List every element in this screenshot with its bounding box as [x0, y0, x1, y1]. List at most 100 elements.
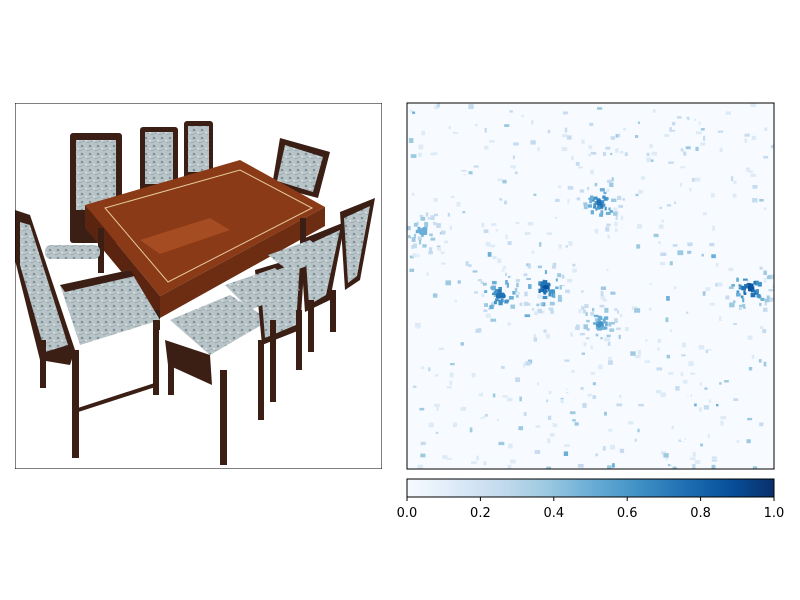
heatmap-cell	[474, 123, 478, 127]
heatmap-cell	[667, 464, 673, 467]
heatmap-cell	[579, 189, 585, 193]
heatmap-cell	[747, 335, 753, 340]
heatmap-cell	[554, 216, 558, 219]
heatmap-cell	[547, 438, 551, 444]
hotspot-lower-center	[575, 298, 629, 350]
heatmap-cell	[694, 245, 700, 249]
heatmap-cell	[699, 382, 703, 386]
heatmap-cell	[467, 264, 472, 268]
heatmap-cell	[543, 315, 547, 318]
heatmap-cell	[529, 155, 533, 159]
heatmap-cell	[771, 114, 774, 118]
hotspot-pixel	[738, 284, 742, 287]
heatmap-cell	[643, 320, 648, 324]
hotspot-pixel	[440, 230, 446, 235]
front-chairs	[165, 198, 375, 465]
heatmap-cell	[730, 176, 734, 182]
heatmap-cell	[605, 146, 611, 150]
heatmap-cell	[763, 361, 767, 367]
heatmap-cell	[542, 146, 548, 151]
heatmap-cell	[491, 132, 495, 137]
heatmap-cell	[533, 337, 538, 342]
hotspot-center-cluster	[515, 262, 570, 316]
heatmap-cell	[492, 393, 496, 398]
heatmap-cell	[594, 191, 597, 194]
colorbar-tick-label: 0.0	[397, 506, 418, 521]
heatmap-cell	[610, 291, 616, 295]
heatmap-cell	[713, 403, 717, 409]
heatmap-cell	[645, 197, 648, 202]
heatmap-cell	[746, 280, 750, 284]
hotspot-pixel	[587, 204, 593, 208]
heatmap-cell	[459, 434, 463, 437]
hotspot-pixel	[586, 319, 590, 323]
heatmap-cell	[513, 142, 519, 146]
heatmap-cell	[509, 259, 512, 263]
hotspot-pixel	[753, 280, 756, 285]
heatmap-cell	[652, 325, 658, 329]
heatmap-cell	[683, 137, 686, 141]
hotspot-pixel	[736, 290, 740, 293]
hotspot-pixel	[482, 282, 487, 286]
heatmap-cell	[522, 159, 528, 163]
hotspot-pixel	[593, 322, 597, 325]
heatmap-cell	[635, 196, 640, 199]
heatmap-cell	[741, 355, 747, 359]
heatmap-cell	[510, 165, 517, 169]
heatmap-cell	[447, 442, 452, 447]
heatmap-cell	[521, 343, 526, 348]
hotspot-pixel	[600, 200, 605, 204]
heatmap-cell	[600, 291, 604, 297]
heatmap-cell	[615, 134, 619, 138]
hotspot-pixel	[543, 291, 547, 295]
saliency-heatmap	[399, 103, 774, 469]
heatmap-cell	[668, 372, 674, 375]
heatmap-cell	[535, 425, 541, 428]
heatmap-cell	[642, 426, 647, 431]
heatmap-cell	[431, 124, 435, 128]
heatmap-cell	[651, 162, 657, 167]
hotspot-pixel	[743, 306, 746, 309]
heatmap-cell	[742, 270, 747, 274]
hotspot-pixel	[512, 291, 518, 295]
heatmap-cell	[733, 322, 737, 326]
heatmap-cell	[674, 414, 677, 419]
heatmap-cell	[720, 194, 724, 198]
heatmap-cell	[634, 146, 638, 151]
heatmap-cell	[685, 146, 691, 150]
heatmap-cell	[575, 104, 580, 107]
heatmap-cell	[410, 164, 416, 169]
heatmap-cell	[555, 343, 561, 347]
heatmap-cell	[759, 264, 763, 269]
heatmap-cell	[468, 104, 474, 110]
heatmap-cell	[497, 258, 502, 264]
heatmap-cell	[769, 391, 774, 396]
heatmap-cell	[598, 442, 601, 446]
heatmap-cell	[658, 224, 664, 229]
heatmap-cell	[622, 137, 626, 140]
heatmap-cell	[608, 356, 612, 361]
heatmap-cell	[485, 313, 491, 318]
heatmap-cell	[750, 103, 757, 108]
heatmap-cell	[513, 270, 519, 275]
heatmap-cell	[589, 122, 594, 126]
heatmap-cell	[671, 292, 677, 298]
heatmap-cell	[617, 310, 620, 314]
hotspot-pixel	[595, 208, 598, 211]
hotspot-pixel	[754, 291, 759, 295]
hotspot-pixel	[399, 240, 404, 244]
hotspot-pixel	[600, 336, 603, 340]
heatmap-cell	[416, 340, 421, 344]
heatmap-cell	[478, 224, 483, 230]
hotspot-pixel	[543, 288, 547, 292]
heatmap-cell	[623, 179, 629, 183]
heatmap-cell	[476, 455, 480, 461]
colorbar-ticks: 0.0 0.2 0.4 0.6 0.8 1.0	[397, 497, 784, 521]
hotspot-pixel	[498, 289, 501, 293]
heatmap-cell	[637, 121, 640, 124]
heatmap-cell	[590, 169, 594, 175]
heatmap-cell	[541, 255, 544, 259]
heatmap-cell	[546, 232, 553, 236]
heatmap-cell	[592, 157, 596, 162]
hotspot-pixel	[613, 212, 617, 216]
